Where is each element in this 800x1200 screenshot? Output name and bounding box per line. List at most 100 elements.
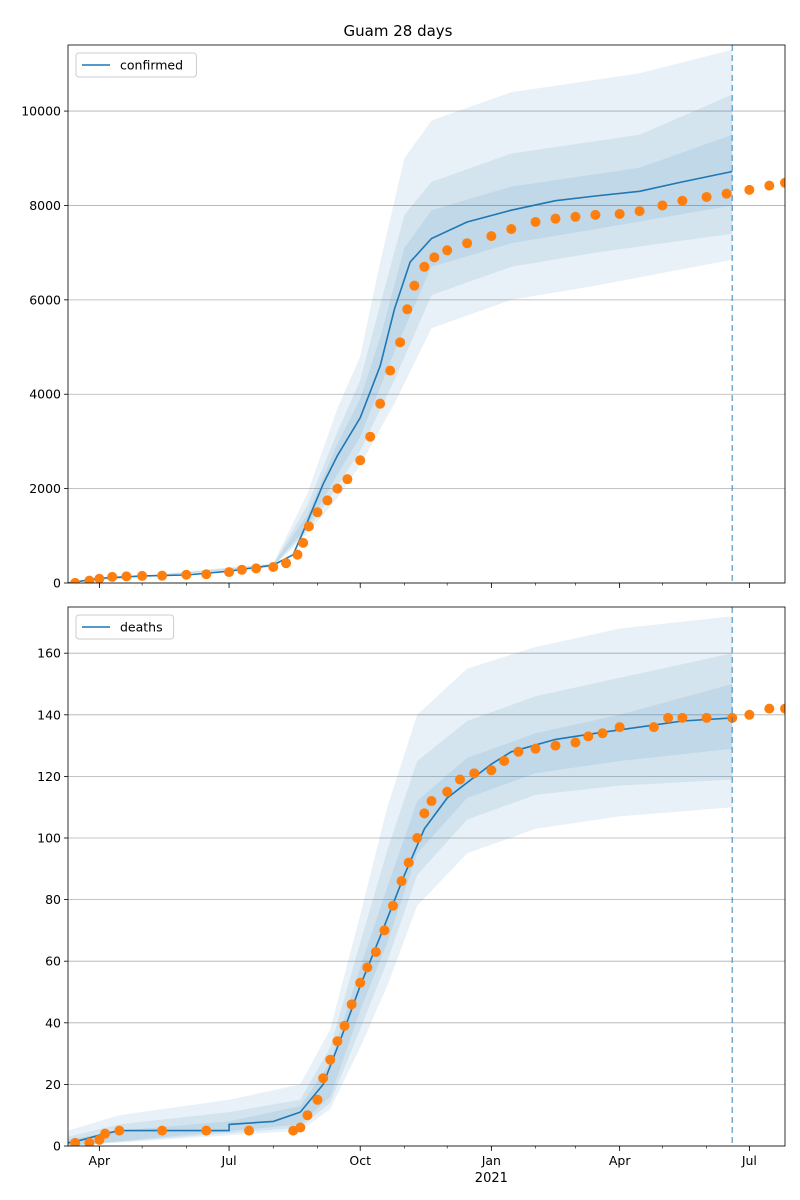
- observed-point: [744, 184, 755, 195]
- y-tick-label: 60: [45, 954, 61, 969]
- y-tick-label: 100: [37, 831, 61, 846]
- observed-point: [486, 231, 497, 242]
- y-tick-label: 10000: [21, 104, 61, 119]
- observed-point: [365, 431, 376, 442]
- x-tick-label: Oct: [349, 1153, 371, 1168]
- legend-box: [75, 614, 175, 640]
- observed-point: [701, 712, 712, 723]
- observed-point: [744, 709, 755, 720]
- observed-point: [157, 1125, 168, 1136]
- observed-point: [94, 573, 105, 583]
- observed-point: [677, 712, 688, 723]
- observed-point: [454, 774, 465, 785]
- observed-point: [298, 537, 309, 548]
- observed-point: [614, 722, 625, 733]
- observed-point: [244, 1125, 255, 1136]
- observed-point: [442, 245, 453, 256]
- observed-point: [121, 571, 132, 582]
- observed-point: [303, 521, 314, 532]
- observed-point: [281, 558, 292, 569]
- observed-point: [426, 796, 437, 807]
- observed-point: [70, 577, 81, 583]
- observed-point: [590, 209, 601, 220]
- observed-point: [419, 261, 430, 272]
- observed-point: [419, 808, 430, 819]
- observed-point: [362, 962, 373, 973]
- observed-point: [506, 224, 517, 235]
- legend-label: confirmed: [120, 58, 183, 73]
- x-axis-year-label: 2021: [475, 1171, 508, 1186]
- observed-point: [462, 238, 473, 249]
- observed-point: [312, 507, 323, 518]
- uncertainty-band: [68, 653, 733, 1146]
- observed-point: [614, 208, 625, 219]
- observed-point: [395, 337, 406, 348]
- observed-point: [355, 977, 366, 988]
- plot-frame: [67, 44, 786, 584]
- observed-point: [84, 575, 95, 583]
- confirmed-panel: 0 2000 4000 6000 8000 10000 confirmed: [21, 44, 786, 591]
- y-tick-label: 140: [37, 707, 61, 722]
- uncertainty-band: [68, 49, 733, 583]
- observed-point: [570, 211, 581, 222]
- observed-point: [583, 731, 594, 742]
- observed-point: [648, 722, 659, 733]
- observed-point: [370, 946, 381, 957]
- observed-point: [780, 177, 785, 188]
- y-tick-label: 120: [37, 769, 61, 784]
- observed-point: [396, 876, 407, 887]
- x-tick-label: Jul: [221, 1153, 237, 1168]
- x-tick-label: Apr: [609, 1153, 631, 1168]
- observed-point: [114, 1125, 125, 1136]
- x-tick-label: Jan: [481, 1153, 501, 1168]
- uncertainty-band: [68, 684, 733, 1146]
- observed-point: [530, 743, 541, 754]
- observed-point: [429, 252, 440, 263]
- observed-point: [332, 483, 343, 494]
- observed-point: [292, 549, 303, 560]
- observed-point: [346, 999, 357, 1010]
- observed-point: [312, 1094, 323, 1105]
- legend: confirmed: [75, 52, 197, 78]
- observed-point: [409, 280, 420, 291]
- observed-point: [379, 925, 390, 936]
- y-tick-label: 40: [45, 1015, 61, 1030]
- legend: deaths: [75, 614, 175, 640]
- y-tick-label: 6000: [29, 292, 61, 307]
- y-tick-label: 0: [53, 576, 61, 591]
- observed-point: [318, 1073, 329, 1084]
- observed-point: [780, 703, 785, 714]
- observed-point: [157, 570, 168, 581]
- observed-point: [402, 304, 413, 315]
- observed-point: [499, 756, 510, 766]
- observed-point: [107, 571, 118, 582]
- observed-point: [385, 365, 396, 376]
- observed-point: [469, 768, 480, 779]
- observed-point: [268, 561, 279, 572]
- observed-point: [355, 455, 366, 466]
- observed-point: [322, 495, 333, 506]
- y-tick-label: 2000: [29, 481, 61, 496]
- observed-point: [70, 1137, 81, 1146]
- observed-point: [181, 569, 192, 580]
- observed-point: [224, 567, 235, 578]
- observed-point: [597, 728, 608, 739]
- deaths-panel: 0 20 40 60 80 100 120 140 160 Apr Jul Oct Jan Apr Jul d…: [37, 606, 786, 1168]
- observed-point: [657, 200, 668, 211]
- observed-point: [634, 206, 645, 217]
- observed-point: [513, 746, 524, 757]
- observed-point: [530, 216, 541, 227]
- x-tick-label: Apr: [89, 1153, 111, 1168]
- observed-point: [325, 1054, 336, 1065]
- observed-point: [442, 786, 453, 797]
- observed-point: [570, 737, 581, 748]
- y-tick-label: 80: [45, 892, 61, 907]
- observed-point: [677, 195, 688, 206]
- observed-point: [403, 857, 414, 868]
- observed-point: [201, 569, 212, 580]
- observed-point: [764, 703, 775, 714]
- observed-point: [486, 765, 497, 776]
- observed-point: [375, 398, 386, 409]
- observed-point: [764, 180, 775, 191]
